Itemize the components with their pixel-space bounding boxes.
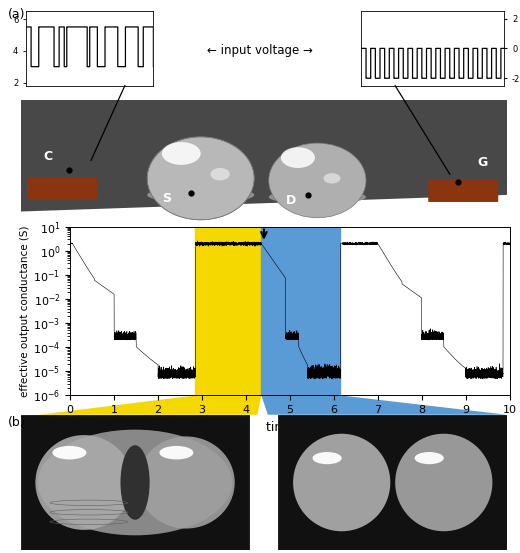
Ellipse shape [53, 446, 86, 460]
Text: C: C [43, 150, 52, 163]
FancyBboxPatch shape [27, 178, 97, 200]
Bar [262, 227, 341, 395]
FancyBboxPatch shape [428, 180, 498, 202]
Ellipse shape [269, 190, 366, 204]
Ellipse shape [147, 187, 254, 204]
Ellipse shape [147, 137, 254, 220]
Text: ← input voltage →: ← input voltage → [207, 44, 313, 58]
Ellipse shape [323, 173, 341, 184]
Text: G: G [477, 156, 488, 169]
Bar [279, 415, 507, 550]
Text: (a): (a) [8, 8, 25, 22]
Ellipse shape [137, 436, 235, 529]
Ellipse shape [293, 434, 391, 531]
Text: D: D [285, 194, 296, 207]
Text: (b): (b) [8, 416, 25, 429]
Ellipse shape [35, 435, 133, 530]
Ellipse shape [269, 143, 366, 218]
Ellipse shape [162, 142, 201, 165]
Text: S: S [162, 192, 171, 205]
Ellipse shape [414, 452, 444, 464]
Ellipse shape [313, 452, 342, 464]
Ellipse shape [395, 434, 492, 531]
Ellipse shape [121, 445, 150, 520]
Bar [21, 415, 249, 550]
X-axis label: time (s): time (s) [266, 421, 314, 434]
Y-axis label: effective output conductance (S): effective output conductance (S) [20, 225, 30, 397]
Ellipse shape [281, 147, 315, 168]
Polygon shape [21, 100, 507, 212]
Ellipse shape [211, 168, 230, 180]
Bar [196, 227, 262, 395]
Ellipse shape [38, 430, 232, 535]
Ellipse shape [159, 446, 193, 460]
